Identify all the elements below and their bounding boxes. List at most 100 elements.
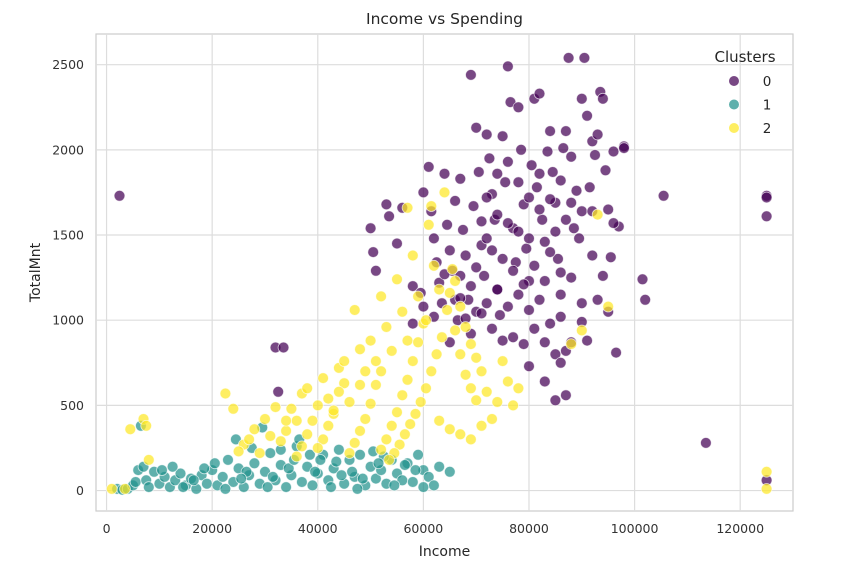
data-point-cluster-1 bbox=[406, 476, 419, 488]
data-point-cluster-2 bbox=[301, 428, 314, 441]
data-point-cluster-0 bbox=[113, 190, 126, 202]
data-point-cluster-2 bbox=[406, 249, 419, 262]
data-point-cluster-2 bbox=[414, 396, 427, 408]
data-point-cluster-2 bbox=[317, 372, 329, 384]
data-point-cluster-0 bbox=[581, 110, 593, 122]
data-point-cluster-2 bbox=[348, 437, 361, 449]
data-point-cluster-2 bbox=[333, 385, 345, 398]
data-point-cluster-0 bbox=[575, 205, 588, 218]
data-point-cluster-0 bbox=[573, 232, 585, 245]
x-tick-label: 100000 bbox=[611, 521, 659, 536]
data-point-cluster-0 bbox=[523, 191, 535, 204]
data-point-cluster-2 bbox=[475, 419, 488, 432]
data-point-cluster-2 bbox=[380, 433, 393, 446]
y-tick-label: 1000 bbox=[52, 313, 84, 328]
data-point-cluster-0 bbox=[417, 186, 430, 199]
data-point-cluster-2 bbox=[290, 414, 303, 427]
data-point-cluster-0 bbox=[491, 167, 504, 180]
data-point-cluster-0 bbox=[581, 334, 593, 347]
data-point-cluster-2 bbox=[385, 419, 398, 432]
data-point-cluster-0 bbox=[554, 356, 567, 369]
data-point-cluster-0 bbox=[586, 249, 599, 262]
data-point-cluster-0 bbox=[554, 266, 567, 279]
data-point-cluster-2 bbox=[264, 430, 277, 442]
data-point-cluster-2 bbox=[443, 423, 456, 436]
data-point-cluster-0 bbox=[591, 293, 604, 306]
y-tick-label: 2000 bbox=[52, 142, 84, 157]
data-point-cluster-0 bbox=[552, 253, 564, 265]
data-point-cluster-2 bbox=[425, 365, 438, 378]
data-point-cluster-2 bbox=[285, 402, 298, 415]
data-point-cluster-0 bbox=[565, 271, 577, 284]
data-point-cluster-2 bbox=[338, 377, 351, 390]
data-point-cluster-2 bbox=[280, 425, 292, 437]
data-point-cluster-2 bbox=[449, 275, 461, 287]
data-point-cluster-2 bbox=[470, 351, 483, 364]
x-tick-label: 40000 bbox=[298, 521, 338, 536]
data-point-cluster-0 bbox=[568, 222, 580, 235]
data-point-cluster-0 bbox=[583, 181, 596, 194]
data-point-cluster-2 bbox=[401, 334, 414, 347]
data-point-cluster-2 bbox=[383, 454, 395, 466]
y-tick-labels: 0 500 1000 1500 2000 2500 bbox=[52, 57, 84, 498]
data-point-cluster-0 bbox=[560, 125, 572, 137]
data-point-cluster-2 bbox=[396, 389, 409, 402]
data-point-cluster-2 bbox=[317, 433, 329, 446]
data-point-cluster-1 bbox=[267, 471, 279, 483]
data-point-cluster-2 bbox=[502, 375, 514, 388]
data-point-cluster-0 bbox=[507, 264, 519, 277]
data-point-cluster-2 bbox=[465, 382, 477, 395]
data-point-cluster-0 bbox=[428, 232, 440, 245]
data-point-cluster-2 bbox=[446, 263, 459, 275]
data-point-cluster-0 bbox=[499, 176, 512, 189]
data-point-cluster-0 bbox=[560, 389, 572, 402]
data-point-cluster-0 bbox=[597, 92, 609, 105]
legend-label-2: 2 bbox=[763, 121, 772, 137]
data-point-cluster-0 bbox=[486, 322, 498, 335]
data-point-cluster-1 bbox=[174, 467, 187, 480]
data-point-cluster-1 bbox=[412, 448, 424, 461]
data-point-cluster-0 bbox=[507, 331, 519, 344]
data-point-cluster-0 bbox=[610, 346, 622, 359]
data-point-cluster-2 bbox=[106, 483, 118, 495]
legend-marker-1 bbox=[728, 98, 740, 111]
data-point-cluster-2 bbox=[496, 355, 509, 367]
data-point-cluster-2 bbox=[343, 447, 356, 459]
data-point-cluster-0 bbox=[565, 196, 577, 209]
data-point-cluster-2 bbox=[449, 324, 461, 337]
data-point-cluster-2 bbox=[359, 413, 372, 425]
data-point-cluster-0 bbox=[441, 219, 453, 231]
legend-title: Clusters bbox=[714, 48, 775, 66]
data-point-cluster-0 bbox=[544, 246, 556, 258]
data-point-cluster-0 bbox=[438, 167, 451, 180]
data-point-cluster-0 bbox=[502, 217, 514, 229]
data-point-cluster-1 bbox=[222, 454, 234, 466]
data-point-cluster-2 bbox=[436, 331, 448, 344]
data-point-cluster-2 bbox=[311, 399, 324, 412]
data-point-cluster-0 bbox=[515, 144, 527, 156]
data-point-cluster-1 bbox=[422, 471, 435, 483]
data-point-cluster-1 bbox=[372, 457, 385, 470]
data-point-cluster-2 bbox=[454, 300, 467, 313]
data-point-cluster-0 bbox=[502, 60, 514, 73]
data-point-cluster-0 bbox=[478, 270, 490, 282]
data-point-cluster-2 bbox=[327, 404, 340, 417]
x-tick-label: 120000 bbox=[716, 521, 764, 536]
data-point-cluster-1 bbox=[335, 469, 348, 482]
data-point-cluster-2 bbox=[354, 379, 366, 391]
data-point-cluster-0 bbox=[475, 307, 488, 320]
data-point-cluster-0 bbox=[364, 222, 377, 235]
data-point-cluster-0 bbox=[383, 210, 395, 223]
data-point-cluster-0 bbox=[700, 437, 712, 449]
data-point-cluster-2 bbox=[575, 324, 588, 337]
data-point-cluster-2 bbox=[760, 483, 773, 495]
data-point-cluster-2 bbox=[412, 336, 424, 349]
data-point-cluster-0 bbox=[578, 52, 591, 64]
data-point-cluster-2 bbox=[364, 334, 377, 347]
data-point-cluster-0 bbox=[544, 125, 556, 137]
data-point-cluster-2 bbox=[438, 186, 451, 199]
data-point-cluster-0 bbox=[575, 297, 588, 310]
data-point-cluster-0 bbox=[496, 253, 509, 265]
data-point-cluster-2 bbox=[475, 365, 488, 378]
data-point-cluster-0 bbox=[533, 87, 546, 100]
